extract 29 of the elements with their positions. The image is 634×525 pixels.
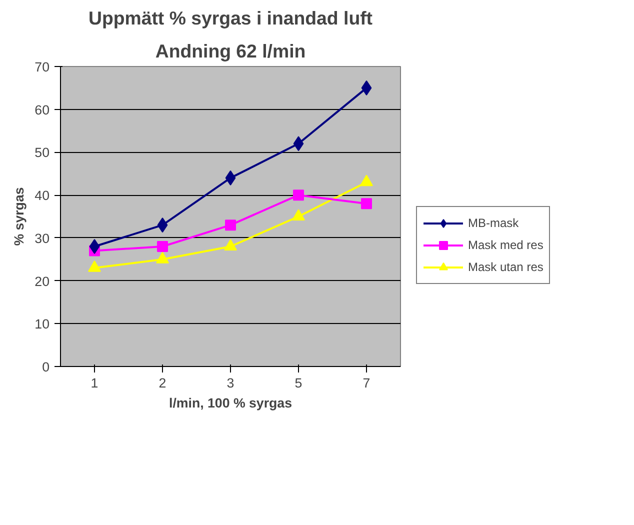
point xyxy=(157,241,168,252)
chart-subtitle: Andning 62 l/min xyxy=(155,40,306,62)
x-tick-label: 1 xyxy=(90,376,98,390)
x-tick-label: 5 xyxy=(294,376,302,390)
legend-label: Mask utan res xyxy=(468,260,544,274)
legend-label: Mask med res xyxy=(468,238,544,252)
point xyxy=(225,170,236,186)
point xyxy=(157,218,168,233)
point xyxy=(361,198,372,210)
y-tick-label: 20 xyxy=(34,274,50,289)
point xyxy=(293,136,304,152)
x-tick-label: 2 xyxy=(158,376,166,390)
y-tick-label: 70 xyxy=(34,60,50,74)
point xyxy=(225,220,236,231)
y-tick-label: 30 xyxy=(34,230,50,246)
point xyxy=(89,239,100,254)
y-tick-label: 50 xyxy=(34,145,50,160)
x-axis-title: l/min, 100 % syrgas xyxy=(169,396,292,410)
y-tick-label: 0 xyxy=(42,360,50,374)
legend-label: MB-mask xyxy=(468,216,519,230)
y-tick-label: 10 xyxy=(34,316,50,332)
y-tick-label: 40 xyxy=(34,188,50,204)
y-tick-label: 60 xyxy=(34,102,50,118)
x-tick-label: 3 xyxy=(226,376,234,390)
y-axis-title: % syrgas xyxy=(12,187,27,246)
x-tick-label: 7 xyxy=(362,376,370,390)
point xyxy=(293,190,304,201)
chart-title: Uppmätt % syrgas i inandad luft xyxy=(88,8,373,28)
point xyxy=(361,80,372,96)
